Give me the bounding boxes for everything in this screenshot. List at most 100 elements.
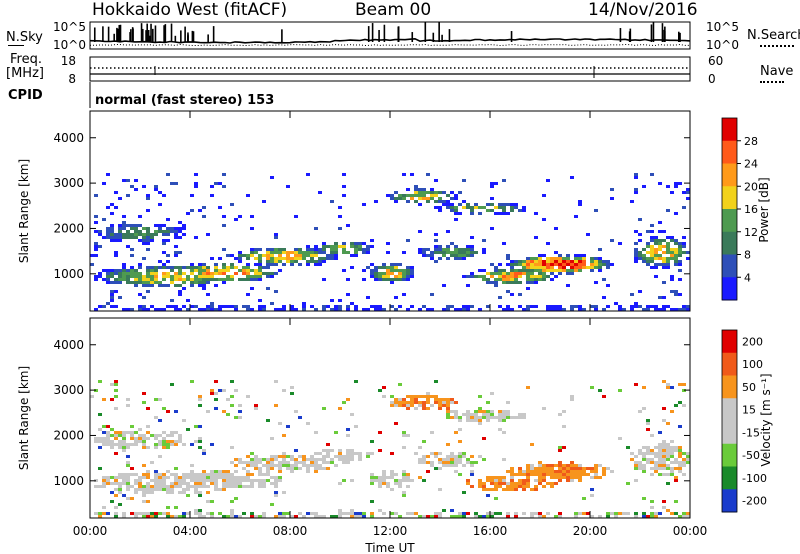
data-cell xyxy=(198,485,202,488)
data-cell xyxy=(406,512,410,515)
data-cell xyxy=(282,458,286,461)
data-cell xyxy=(454,308,458,311)
data-cell xyxy=(654,512,658,515)
data-cell xyxy=(178,269,182,272)
data-cell xyxy=(210,476,214,479)
data-cell xyxy=(258,248,262,251)
data-cell xyxy=(250,464,254,467)
data-cell xyxy=(282,389,286,392)
data-cell xyxy=(214,266,218,269)
data-cell xyxy=(282,263,286,266)
x-tick-label: 00:00 xyxy=(73,524,108,538)
colorbar-cell xyxy=(722,186,737,210)
data-cell xyxy=(466,461,470,464)
data-cell xyxy=(170,434,174,437)
data-cell xyxy=(686,308,690,311)
data-cell xyxy=(478,206,482,209)
data-cell xyxy=(662,305,666,308)
data-cell xyxy=(570,479,574,482)
data-cell xyxy=(130,227,134,230)
data-cell xyxy=(298,254,302,257)
data-cell xyxy=(214,308,218,311)
data-cell xyxy=(498,428,502,431)
data-cell xyxy=(246,485,250,488)
data-cell xyxy=(270,458,274,461)
data-cell xyxy=(450,203,454,206)
x-tick-label: 16:00 xyxy=(473,524,508,538)
data-cell xyxy=(674,476,678,479)
data-cell xyxy=(422,251,426,254)
data-cell xyxy=(434,398,438,401)
data-cell xyxy=(670,191,674,194)
data-cell xyxy=(218,272,222,275)
data-cell xyxy=(122,437,126,440)
data-cell xyxy=(434,191,438,194)
data-cell xyxy=(646,515,650,518)
data-cell xyxy=(402,194,406,197)
data-cell xyxy=(402,398,406,401)
data-cell xyxy=(254,272,258,275)
data-cell xyxy=(554,275,558,278)
data-cell xyxy=(454,194,458,197)
data-cell xyxy=(218,269,222,272)
data-cell xyxy=(678,401,682,404)
data-cell xyxy=(406,266,410,269)
data-cell xyxy=(102,482,106,485)
data-cell xyxy=(110,476,114,479)
data-cell xyxy=(102,485,106,488)
data-cell xyxy=(478,515,482,518)
data-cell xyxy=(658,257,662,260)
data-cell xyxy=(186,512,190,515)
data-cell xyxy=(526,485,530,488)
data-cell xyxy=(626,482,630,485)
data-cell xyxy=(230,395,234,398)
colorbar-cell xyxy=(722,163,737,187)
data-cell xyxy=(546,512,550,515)
data-cell xyxy=(510,473,514,476)
data-cell xyxy=(314,227,318,230)
data-cell xyxy=(338,509,342,512)
data-cell xyxy=(674,257,678,260)
data-cell xyxy=(302,302,306,305)
data-cell xyxy=(246,272,250,275)
data-cell xyxy=(222,488,226,491)
data-cell xyxy=(518,275,522,278)
data-cell xyxy=(122,263,126,266)
data-cell xyxy=(294,449,298,452)
data-cell xyxy=(194,266,198,269)
data-cell xyxy=(174,479,178,482)
data-cell xyxy=(594,263,598,266)
data-cell xyxy=(334,251,338,254)
data-cell xyxy=(138,275,142,278)
data-cell xyxy=(446,206,450,209)
data-cell xyxy=(518,479,522,482)
data-cell xyxy=(482,206,486,209)
data-cell xyxy=(306,467,310,470)
data-cell xyxy=(374,272,378,275)
data-cell xyxy=(194,425,198,428)
noise-search-line xyxy=(89,43,690,47)
data-cell xyxy=(598,476,602,479)
data-cell xyxy=(338,206,342,209)
data-cell xyxy=(454,464,458,467)
data-cell xyxy=(438,461,442,464)
data-cell xyxy=(370,476,374,479)
data-cell xyxy=(462,413,466,416)
data-cell xyxy=(110,203,114,206)
data-cell xyxy=(138,305,142,308)
data-cell xyxy=(94,194,98,197)
data-cell xyxy=(274,236,278,239)
data-cell xyxy=(538,278,542,281)
data-cell xyxy=(102,278,106,281)
data-cell xyxy=(490,272,494,275)
data-cell xyxy=(406,434,410,437)
data-cell xyxy=(142,500,146,503)
data-cell xyxy=(566,263,570,266)
data-cell xyxy=(518,305,522,308)
data-cell xyxy=(366,266,370,269)
data-cell xyxy=(662,500,666,503)
data-cell xyxy=(562,257,566,260)
data-cell xyxy=(534,278,538,281)
data-cell xyxy=(662,245,666,248)
data-cell xyxy=(126,224,130,227)
